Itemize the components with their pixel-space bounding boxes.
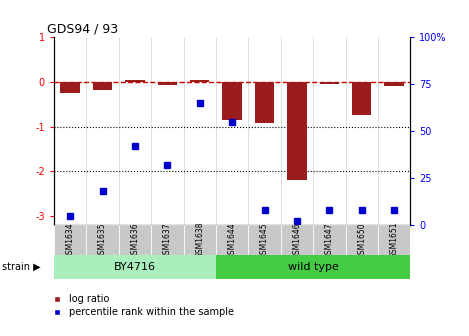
Bar [320, 82, 339, 84]
Bar [54, 225, 86, 255]
Bar [61, 82, 80, 93]
Bar [151, 225, 183, 255]
Text: GSM1651: GSM1651 [390, 222, 399, 258]
Bar [352, 82, 371, 115]
Bar [216, 225, 249, 255]
Bar [125, 80, 144, 82]
Text: GSM1634: GSM1634 [66, 222, 75, 259]
Bar [378, 225, 410, 255]
Bar [287, 82, 307, 180]
Bar [249, 225, 281, 255]
Bar [86, 225, 119, 255]
Bar [119, 225, 151, 255]
Text: GSM1638: GSM1638 [195, 222, 204, 258]
Legend: log ratio, percentile rank within the sample: log ratio, percentile rank within the sa… [43, 290, 238, 321]
Text: GDS94 / 93: GDS94 / 93 [47, 23, 118, 36]
Bar [385, 82, 404, 86]
Bar [281, 225, 313, 255]
Text: GSM1645: GSM1645 [260, 222, 269, 259]
Bar [255, 82, 274, 123]
Text: GSM1646: GSM1646 [293, 222, 302, 259]
Text: BY4716: BY4716 [114, 262, 156, 272]
Text: GSM1647: GSM1647 [325, 222, 334, 259]
Text: GSM1636: GSM1636 [130, 222, 139, 259]
Bar [313, 225, 346, 255]
Text: GSM1635: GSM1635 [98, 222, 107, 259]
Bar [54, 255, 216, 279]
Bar [93, 82, 112, 90]
Text: wild type: wild type [287, 262, 339, 272]
Bar [183, 225, 216, 255]
Text: strain ▶: strain ▶ [2, 262, 41, 272]
Bar [216, 255, 410, 279]
Text: GSM1637: GSM1637 [163, 222, 172, 259]
Bar [222, 82, 242, 120]
Bar [158, 82, 177, 85]
Bar [190, 80, 210, 82]
Bar [346, 225, 378, 255]
Text: GSM1644: GSM1644 [227, 222, 237, 259]
Text: GSM1650: GSM1650 [357, 222, 366, 259]
